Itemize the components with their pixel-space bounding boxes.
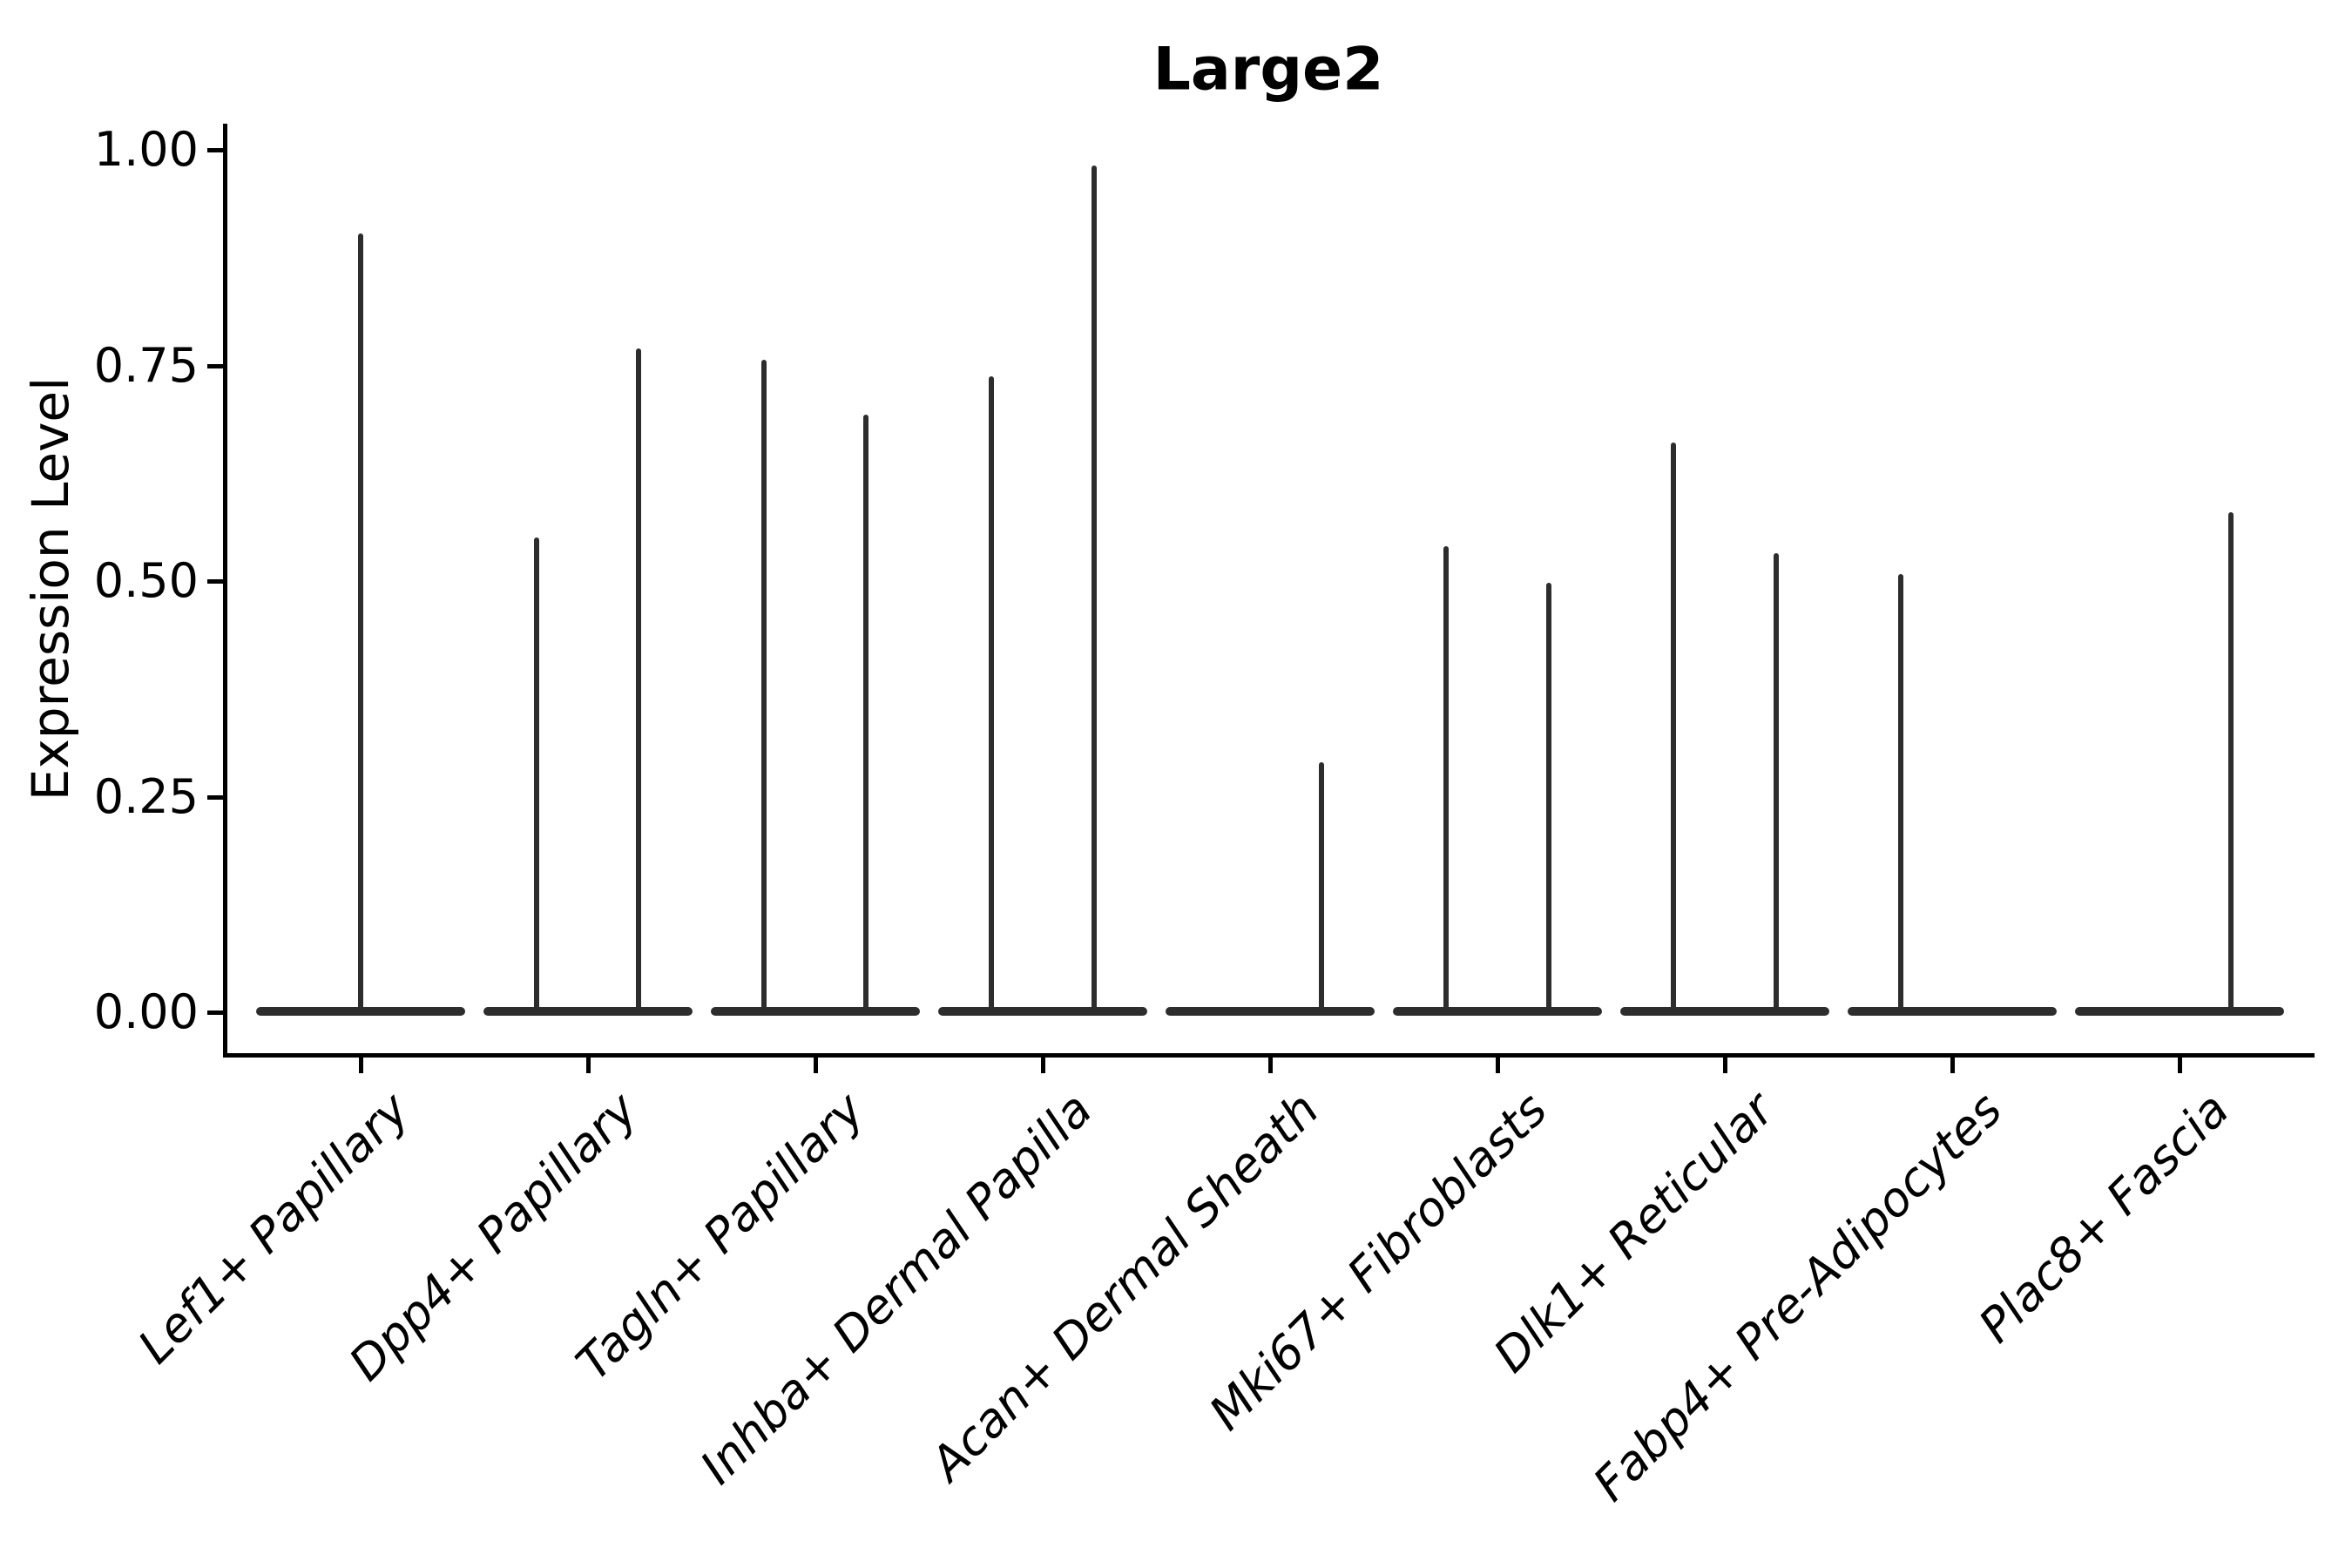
violin-spike [1671, 442, 1677, 1014]
violin-spike [533, 537, 539, 1014]
violin-spike [1443, 546, 1450, 1014]
violin-spike [863, 414, 869, 1014]
x-tick-label: Fabp4+ Pre-Adipocytes [1582, 1082, 2012, 1512]
violin-body [483, 1007, 693, 1016]
y-tick-label: 0.25 [93, 768, 199, 824]
y-tick-mark [207, 579, 223, 584]
violin-body [937, 1007, 1147, 1016]
violin-spike [1773, 553, 1779, 1014]
violin-spike [760, 359, 767, 1014]
y-tick-mark [207, 363, 223, 368]
y-tick-label: 0.50 [93, 553, 199, 608]
x-tick-mark [1496, 1058, 1500, 1073]
y-tick-label: 0.00 [93, 984, 199, 1039]
violin-body [1848, 1007, 2058, 1016]
x-tick-mark [2178, 1058, 2183, 1073]
x-tick-mark [585, 1058, 591, 1073]
y-tick-label: 0.75 [93, 337, 199, 393]
violin-spike [1318, 761, 1324, 1014]
x-tick-mark [813, 1058, 818, 1073]
violin-spike [989, 376, 995, 1014]
x-tick-mark [358, 1058, 363, 1073]
y-tick-mark [207, 1010, 223, 1015]
x-axis-spine [223, 1053, 2315, 1058]
x-tick-mark [1040, 1058, 1045, 1073]
violin-spike [1898, 574, 1904, 1014]
violin-body [1393, 1007, 1602, 1016]
violin-spike [1091, 165, 1097, 1014]
violin-body [2075, 1007, 2285, 1016]
violin-spike [636, 348, 642, 1014]
x-tick-mark [1267, 1058, 1273, 1073]
x-tick-label: Acan+ Dermal Sheath [920, 1082, 1330, 1491]
x-tick-mark [1723, 1058, 1728, 1073]
y-axis-spine [223, 124, 227, 1058]
y-tick-label: 1.00 [93, 122, 199, 177]
y-tick-mark [207, 148, 223, 152]
violin-spike [1545, 582, 1551, 1014]
violin-body [710, 1007, 920, 1016]
x-tick-mark [1950, 1058, 1956, 1073]
violin-body [1620, 1007, 1830, 1016]
violin-spike [2228, 511, 2234, 1014]
violin-body [1165, 1007, 1375, 1016]
x-tick-label: Inhba+ Dermal Papilla [689, 1082, 1103, 1495]
chart-title: Large2 [1152, 35, 1384, 105]
violin-spike [357, 233, 363, 1014]
y-tick-mark [207, 794, 223, 800]
